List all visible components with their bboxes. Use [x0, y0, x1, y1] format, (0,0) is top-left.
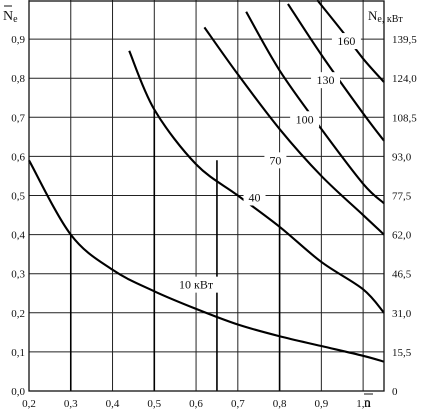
y-axis-right-title: Ne, кВт: [368, 8, 403, 25]
tick-labels: 0,2 0,3 0,4 0,5 0,6 0,7 0,8 0,9 1,0 0,0 0,1 0,2 0,3 0…: [11, 34, 417, 410]
curve-3: [245, 11, 385, 205]
y-tick-left-label-2: 0,2: [11, 308, 25, 320]
y-axis-left-subscript: e: [13, 14, 18, 25]
y-tick-left-label-0: 0,0: [11, 386, 25, 398]
y-tick-right-label-3: 46,5: [392, 269, 412, 281]
y-tick-left-label-4: 0,4: [11, 230, 25, 242]
y-tick-left-label-8: 0,8: [11, 73, 25, 85]
y-tick-left-label-7: 0,7: [11, 112, 25, 124]
y-tick-right-label-0: 0: [392, 386, 398, 398]
x-tick-label-7: 0,9: [314, 398, 328, 410]
curve-label-bg-2: [264, 152, 287, 169]
y-tick-left-label-6: 0,6: [11, 151, 25, 163]
y-axis-right-subscript: e, кВт: [377, 14, 403, 25]
y-tick-left-label-5: 0,5: [11, 191, 25, 203]
x-tick-label-3: 0,5: [147, 398, 161, 410]
y-tick-right-label-7: 108,5: [392, 112, 417, 124]
x-tick-label-4: 0,6: [189, 398, 203, 410]
x-tick-label-8: 1,0: [356, 398, 370, 410]
curve-4: [287, 3, 385, 142]
y-tick-right-label-9: 139,5: [392, 34, 417, 46]
x-tick-label-5: 0,7: [231, 398, 245, 410]
plot-frame: [28, 0, 385, 392]
curve-label-3: 100: [296, 112, 314, 126]
curve-label-4: 130: [317, 73, 335, 87]
y-tick-right-label-6: 93,0: [392, 151, 412, 163]
curves: [28, 0, 385, 363]
y-axis-left-label: N: [3, 9, 13, 24]
curve-2: [203, 26, 385, 236]
curve-label-1: 40: [249, 190, 261, 204]
x-axis-title: n: [364, 393, 373, 411]
curve-label-0: 10 кВт: [179, 278, 214, 292]
x-tick-label-2: 0,4: [106, 398, 120, 410]
curve-label-bg-5: [331, 33, 361, 50]
svg-text:Ne, кВт: Ne, кВт: [368, 8, 403, 25]
markers: [69, 109, 281, 391]
curve-label-2: 70: [269, 153, 281, 167]
y-tick-right-label-4: 62,0: [392, 230, 412, 242]
y-tick-right-label-2: 31,0: [392, 308, 412, 320]
svg-text:Ne: Ne: [3, 9, 18, 25]
curve-label-bg-0: [171, 276, 222, 293]
y-tick-right-label-1: 15,5: [392, 347, 412, 359]
x-axis-label: n: [364, 396, 371, 411]
curve-label-bg-1: [243, 189, 266, 206]
curve-labels: 10 кВт 40 70 100 130 160: [171, 33, 361, 293]
curve-label-5: 160: [337, 34, 355, 48]
x-tick-label-0: 0,2: [22, 398, 36, 410]
x-tick-label-6: 0,8: [273, 398, 287, 410]
y-tick-right-label-8: 124,0: [392, 73, 417, 85]
grid: [28, 0, 384, 392]
curve-label-bg-3: [290, 111, 320, 128]
curve-0: [28, 159, 385, 363]
curve-label-bg-4: [311, 72, 341, 89]
y-tick-right-label-5: 77,5: [392, 191, 412, 203]
y-tick-left-label-3: 0,3: [11, 269, 25, 281]
y-tick-left-label-9: 0,9: [11, 34, 25, 46]
y-axis-right-label: N: [368, 8, 378, 23]
y-axis-left-title: Ne: [3, 5, 18, 25]
y-tick-left-label-1: 0,1: [11, 347, 25, 359]
x-tick-label-1: 0,3: [64, 398, 78, 410]
